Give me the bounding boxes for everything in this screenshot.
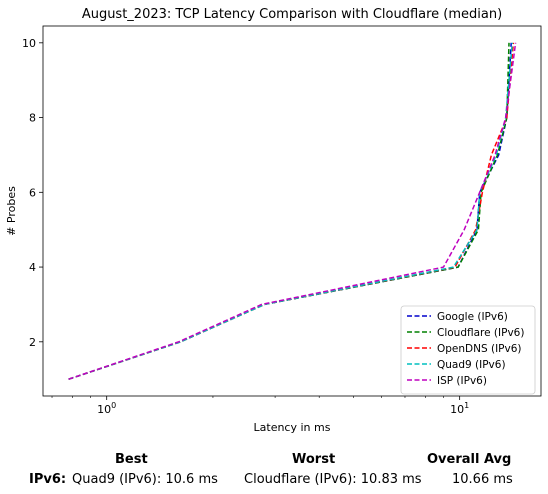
legend-box (400, 305, 536, 395)
y-axis-label: # Probes (5, 186, 18, 236)
y-tick-label: 2 (29, 336, 36, 349)
y-tick-label: 6 (29, 186, 36, 199)
latency-chart: August_2023: TCP Latency Comparison with… (5, 7, 542, 434)
plot-area: 100 101 2 4 6 8 10 (22, 25, 542, 416)
series-line (68, 42, 517, 380)
summary-overall-value: 10.66 ms (452, 472, 513, 487)
summary-row-label-group: IPv6: (29, 472, 66, 487)
legend-entry: Google (IPv6) (437, 311, 508, 323)
y-tick-label: 4 (29, 261, 36, 274)
summary-best-value: Quad9 (IPv6): 10.6 ms (72, 472, 218, 487)
summary-row-label-suffix: : (60, 472, 67, 487)
chart-title: August_2023: TCP Latency Comparison with… (82, 7, 502, 22)
summary-overall-header: Overall Avg (427, 452, 512, 467)
x-axis-label: Latency in ms (254, 421, 331, 434)
legend-entry: OpenDNS (IPv6) (437, 343, 522, 355)
x-tick-label: 101 (450, 401, 469, 416)
plot-frame (42, 25, 542, 397)
legend-entry: ISP (IPv6) (437, 375, 487, 387)
x-tick-label: 100 (97, 401, 116, 416)
legend-entry: Cloudflare (IPv6) (437, 327, 524, 339)
summary-row-label: IPv6 (29, 472, 61, 487)
legend-entry: Quad9 (IPv6) (437, 359, 506, 371)
legend: Google (IPv6) Cloudflare (IPv6) OpenDNS (I… (400, 305, 536, 395)
summary-best-header: Best (115, 452, 148, 467)
summary-worst-header: Worst (292, 452, 336, 467)
y-tick-label: 8 (29, 112, 36, 125)
summary-worst-value: Cloudflare (IPv6): 10.83 ms (244, 472, 422, 487)
y-tick-label: 10 (22, 37, 36, 50)
